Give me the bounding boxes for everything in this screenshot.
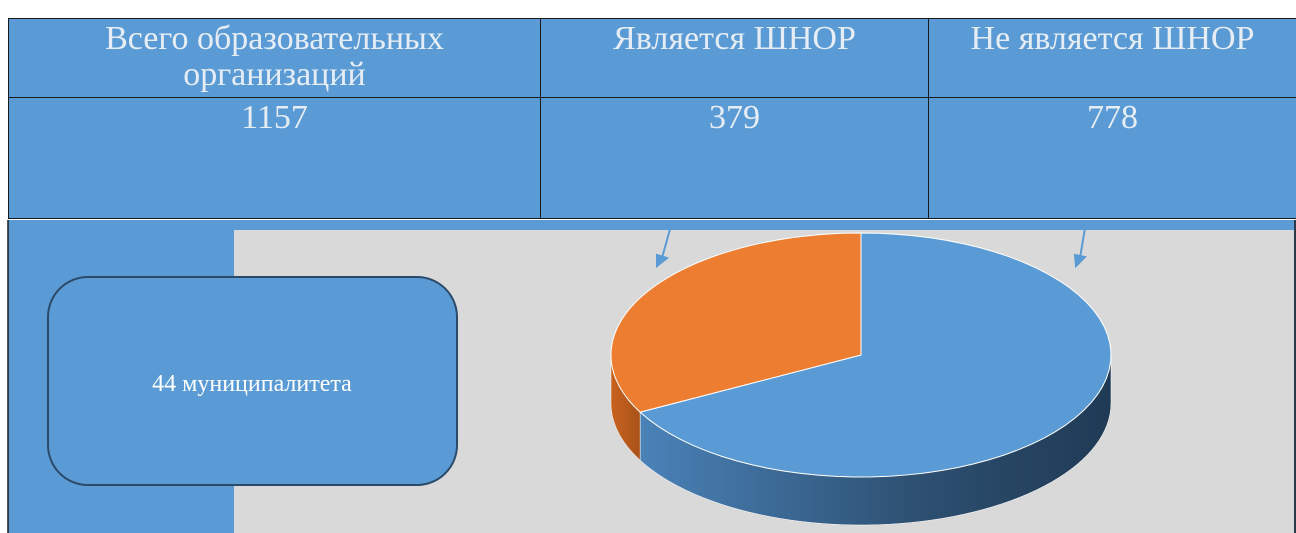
pie-chart xyxy=(610,232,1112,526)
value-cell: 778 xyxy=(928,97,1296,219)
box-label: 44 муниципалитета xyxy=(152,371,352,397)
header-cell: Является ШНОР xyxy=(540,18,929,98)
value-cell: 1157 xyxy=(8,97,541,219)
header-cell: Не является ШНОР xyxy=(928,18,1296,98)
arrows xyxy=(656,221,1088,269)
municipalities-box xyxy=(47,276,458,486)
pie-slice xyxy=(639,232,1112,478)
header-row: Всего образовательных организаций Являет… xyxy=(8,18,1296,98)
value-row: 1157 379 778 xyxy=(8,97,1296,219)
pie-slice xyxy=(610,232,862,413)
header-cell: Всего образовательных организаций xyxy=(8,18,541,98)
summary-table: Всего образовательных организаций Являет… xyxy=(8,18,1296,219)
value-cell: 379 xyxy=(540,97,929,219)
